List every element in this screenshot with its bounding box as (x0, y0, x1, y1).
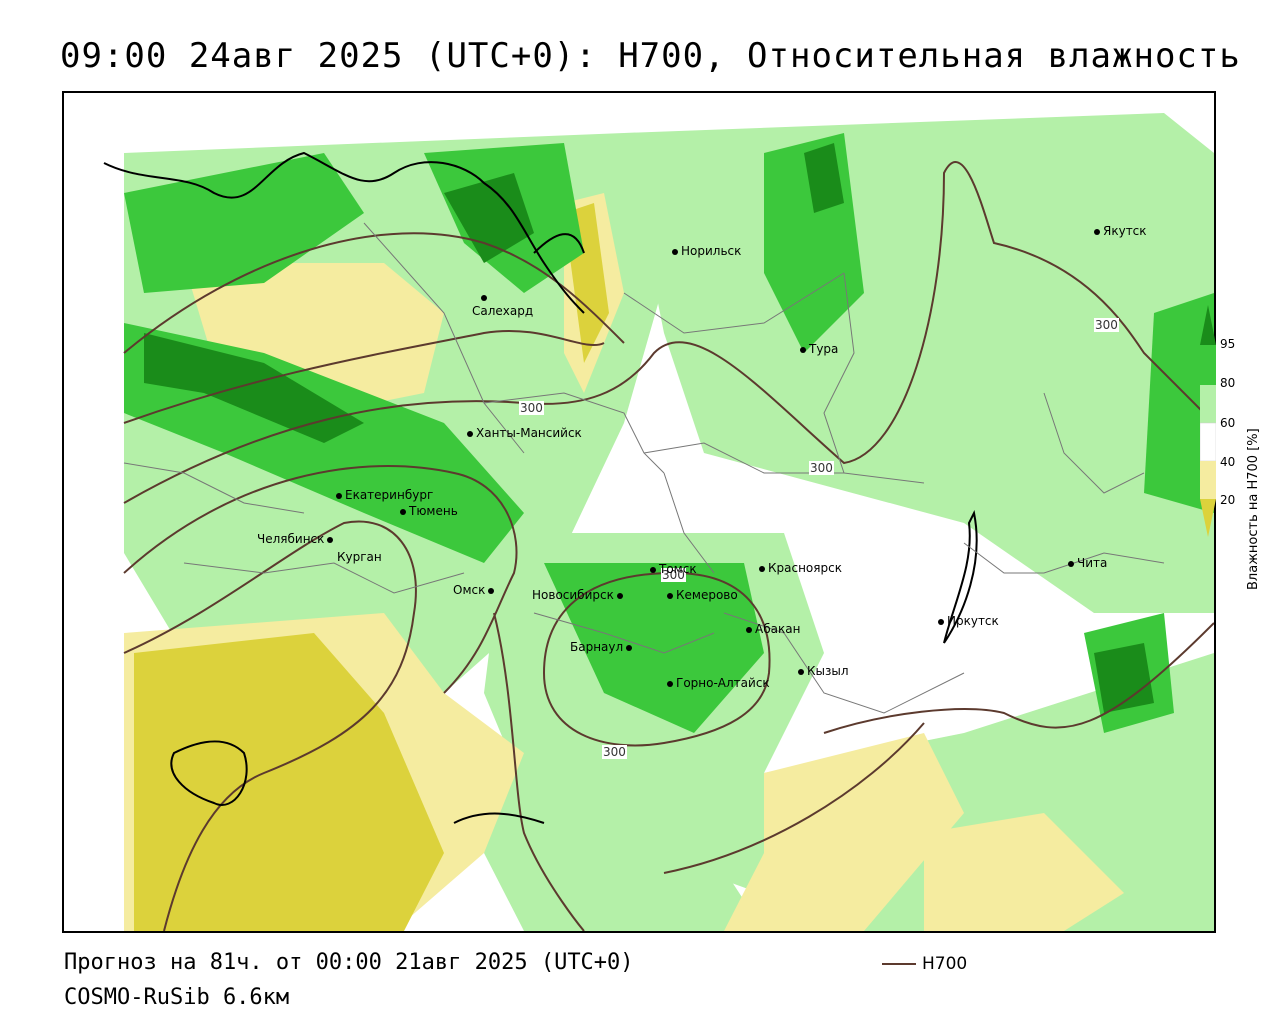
colorbar-tick: 40 (1220, 455, 1236, 469)
humidity-colorbar (1200, 305, 1216, 537)
city-abakan: Абакан (746, 622, 800, 636)
isoline-label: 300 (661, 568, 686, 582)
legend-line-swatch (882, 963, 916, 965)
city-kurgan: Курган (337, 550, 382, 564)
colorbar-tick: 60 (1220, 416, 1236, 430)
city-salekhard: Салехард (472, 304, 534, 318)
city-omsk: Омск (453, 583, 497, 597)
coastlines (103, 151, 978, 824)
city-chelyabinsk: Челябинск (257, 532, 336, 546)
isoline-label: 300 (1094, 318, 1119, 332)
city-kyzyl: Кызыл (798, 664, 849, 678)
colorbar-tick: 80 (1220, 376, 1236, 390)
city-krasnoyarsk: Красноярск (759, 561, 842, 575)
colorbar-tick: 95 (1220, 337, 1236, 351)
city-tura: Тура (800, 342, 838, 356)
city-gorno-altaysk: Горно-Алтайск (667, 676, 770, 690)
colorbar-label: Влажность на H700 [%] (1246, 428, 1261, 590)
city-novosibirsk: Новосибирск (532, 588, 626, 602)
city-kemerovo: Кемерово (667, 588, 738, 602)
forecast-info: Прогноз на 81ч. от 00:00 21авг 2025 (UTC… (64, 950, 634, 975)
city-barnaul: Барнаул (570, 640, 635, 654)
city-yekaterinburg: Екатеринбург (336, 488, 433, 502)
admin-borders (123, 222, 1165, 714)
isoline-legend: H700 (882, 954, 967, 974)
forecast-map: 300 300 300 300 300 Якутск Норильск Сале… (62, 91, 1216, 933)
city-tyumen: Тюмень (400, 504, 458, 518)
colorbar-tick: 20 (1220, 493, 1236, 507)
map-canvas (103, 113, 1214, 931)
city-khanty-mansiysk: Ханты-Мансийск (467, 426, 582, 440)
city-norilsk: Норильск (672, 244, 741, 258)
city-salekhard-dot (481, 290, 490, 304)
map-title: 09:00 24авг 2025 (UTC+0): H700, Относите… (60, 36, 1241, 76)
isoline-label: 300 (809, 461, 834, 475)
very-wet-areas (144, 143, 1154, 713)
model-info: COSMO-RuSib 6.6км (64, 985, 290, 1010)
isoline-label: 300 (519, 401, 544, 415)
city-chita: Чита (1068, 556, 1107, 570)
city-irkutsk: Иркутск (938, 614, 999, 628)
city-yakutsk: Якутск (1094, 224, 1147, 238)
city-tomsk: Томск (650, 562, 697, 576)
isoline-label: 300 (602, 745, 627, 759)
